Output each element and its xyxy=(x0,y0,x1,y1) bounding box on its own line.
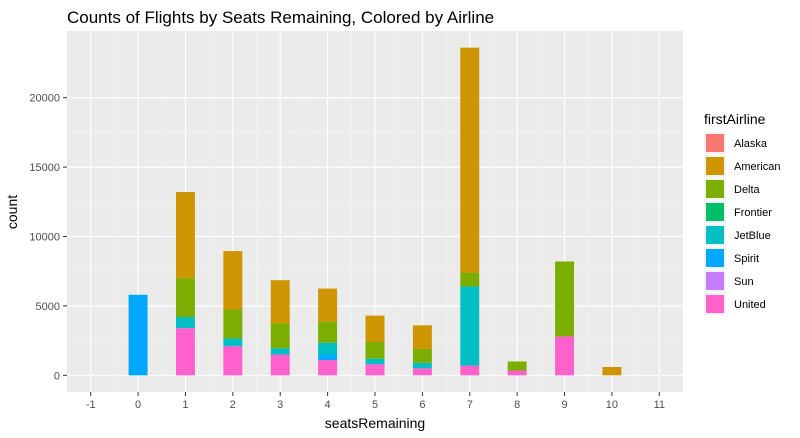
bar-segment-delta xyxy=(555,261,575,337)
bar-segment-jetblue xyxy=(365,358,385,365)
x-tick-label: 11 xyxy=(654,399,665,411)
legend-swatch xyxy=(706,272,724,290)
legend-label: United xyxy=(734,299,766,311)
bar-segment-spirit xyxy=(318,354,338,361)
x-tick-label: 8 xyxy=(514,399,520,411)
x-tick-label: 10 xyxy=(606,399,618,411)
bar-segment-jetblue xyxy=(460,286,480,366)
bar-segment-jetblue xyxy=(270,348,290,355)
bar-segment-delta xyxy=(175,278,195,318)
bar-segment-american xyxy=(365,315,385,343)
x-tick-label: 1 xyxy=(182,399,188,411)
bar-segment-delta xyxy=(460,272,480,287)
bar-segment-american xyxy=(270,280,290,324)
x-axis-title: seatsRemaining xyxy=(325,415,425,431)
x-tick-label: 0 xyxy=(135,399,141,411)
chart-title: Counts of Flights by Seats Remaining, Co… xyxy=(67,8,494,27)
legend-label: Frontier xyxy=(734,207,772,219)
bar-segment-united xyxy=(460,365,480,376)
x-axis-ticks: -1 0 1 2 3 4 5 6 7 8 9 10 11 xyxy=(86,392,665,411)
bar-segment-jetblue xyxy=(223,338,243,347)
x-tick-label: 9 xyxy=(561,399,567,411)
bar-segment-united xyxy=(555,336,575,376)
x-tick-label: 2 xyxy=(230,399,236,411)
bar-segment-delta xyxy=(223,309,243,339)
legend: firstAirline Alaska American Delta Frontier… xyxy=(704,111,780,315)
legend-label: Delta xyxy=(734,184,761,196)
y-tick-label: 10000 xyxy=(29,231,60,243)
legend-label: American xyxy=(734,161,780,173)
x-tick-label: 5 xyxy=(372,399,378,411)
bar-segment-united xyxy=(412,368,432,376)
bar-segment-american xyxy=(602,367,622,376)
bar-segment-united xyxy=(507,370,527,376)
bar-segment-jetblue xyxy=(175,317,195,329)
legend-title: firstAirline xyxy=(704,111,766,127)
legend-swatch xyxy=(706,203,724,221)
y-axis-title: count xyxy=(4,195,20,229)
y-tick-label: 5000 xyxy=(36,301,60,313)
y-tick-label: 0 xyxy=(54,370,60,382)
legend-swatch xyxy=(706,295,724,313)
legend-swatch xyxy=(706,180,724,198)
bar-segment-spirit xyxy=(128,294,148,376)
bar-segment-jetblue xyxy=(318,342,338,355)
x-tick-label: 7 xyxy=(467,399,473,411)
x-tick-label: 6 xyxy=(419,399,425,411)
bars xyxy=(128,47,622,376)
x-tick-label: 3 xyxy=(277,399,283,411)
bar-segment-american xyxy=(460,47,480,273)
x-tick-label: -1 xyxy=(86,399,96,411)
legend-swatch xyxy=(706,226,724,244)
bar-segment-delta xyxy=(507,361,527,371)
bar-segment-united xyxy=(365,364,385,376)
bar-segment-delta xyxy=(365,342,385,359)
legend-swatch xyxy=(706,134,724,152)
bar-segment-delta xyxy=(270,323,290,349)
bar-segment-united xyxy=(223,346,243,376)
bar-segment-jetblue xyxy=(412,362,432,369)
bar-segment-american xyxy=(412,325,432,349)
bar-segment-delta xyxy=(318,321,338,343)
bar-segment-united xyxy=(270,354,290,376)
bar-segment-american xyxy=(318,288,338,322)
bar-segment-delta xyxy=(412,348,432,363)
x-tick-label: 4 xyxy=(325,399,331,411)
y-tick-label: 20000 xyxy=(29,93,60,105)
bar-segment-american xyxy=(175,192,195,279)
y-axis-ticks: 0 5000 10000 15000 20000 xyxy=(29,93,67,382)
legend-label: Sun xyxy=(734,276,754,288)
bar-segment-united xyxy=(175,328,195,376)
legend-label: Alaska xyxy=(734,138,768,150)
bar-segment-american xyxy=(223,251,243,310)
legend-swatch xyxy=(706,157,724,175)
legend-swatch xyxy=(706,249,724,267)
legend-label: JetBlue xyxy=(734,230,771,242)
legend-label: Spirit xyxy=(734,253,759,265)
bar-segment-united xyxy=(318,360,338,376)
y-tick-label: 15000 xyxy=(29,162,60,174)
